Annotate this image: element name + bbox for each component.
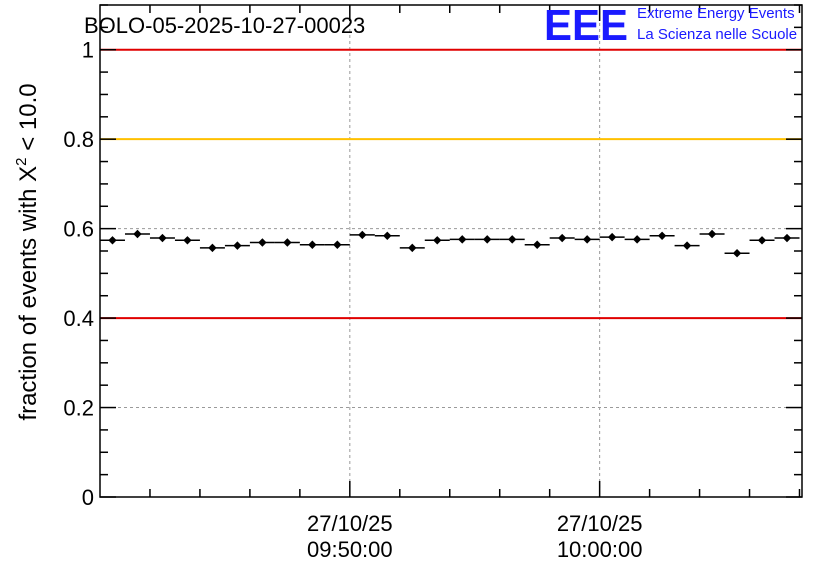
point-marker xyxy=(732,249,742,258)
data-point xyxy=(199,243,225,253)
data-point xyxy=(374,231,400,240)
y-tick-label: 0.6 xyxy=(63,217,94,242)
logo-letters: EEE xyxy=(544,1,628,50)
data-point xyxy=(149,233,175,243)
data-point xyxy=(699,229,725,239)
reference-lines xyxy=(100,48,802,320)
y-tick-label: 0.4 xyxy=(63,306,94,331)
x-tick-label-date: 27/10/25 xyxy=(307,511,393,536)
eee-logo: EEE Extreme Energy Events La Scienza nel… xyxy=(544,1,797,50)
data-point xyxy=(249,238,275,247)
data-point xyxy=(624,235,650,244)
point-marker xyxy=(233,241,242,250)
point-marker xyxy=(283,238,292,247)
point-marker xyxy=(308,240,317,249)
point-marker xyxy=(682,241,692,250)
y-tick-label: 1 xyxy=(82,38,94,63)
plot-frame xyxy=(99,4,803,498)
data-point xyxy=(174,236,200,245)
x-tick-label-time: 09:50:00 xyxy=(307,537,393,562)
data-point xyxy=(599,232,625,242)
data-point xyxy=(499,235,525,244)
data-points xyxy=(100,229,800,258)
plot-border xyxy=(99,4,803,498)
y-axis-label: fraction of events with X2 < 10.0 xyxy=(13,83,42,420)
x-tick-label-time: 10:00:00 xyxy=(557,537,643,562)
point-marker xyxy=(208,243,217,253)
x-tick-label-date: 27/10/25 xyxy=(557,511,643,536)
point-marker xyxy=(408,243,417,253)
data-point xyxy=(549,233,575,243)
data-point xyxy=(649,231,675,240)
data-point xyxy=(274,238,300,247)
point-marker xyxy=(532,240,542,249)
data-point xyxy=(100,236,125,245)
point-marker xyxy=(383,231,392,240)
data-point xyxy=(324,240,350,249)
point-marker xyxy=(158,233,167,243)
data-point xyxy=(724,249,750,258)
data-point xyxy=(224,241,250,250)
point-marker xyxy=(557,233,567,243)
y-tick-label: 0.8 xyxy=(63,127,94,152)
point-marker xyxy=(483,235,492,244)
y-axis-label-suffix: < 10.0 xyxy=(15,83,42,157)
data-point xyxy=(574,235,600,244)
point-marker xyxy=(607,232,617,242)
data-point xyxy=(774,233,800,243)
y-tick-label: 0.2 xyxy=(63,396,94,421)
point-marker xyxy=(258,238,267,247)
point-marker xyxy=(657,231,667,240)
point-marker xyxy=(108,236,117,245)
logo-line-1: Extreme Energy Events xyxy=(637,5,795,22)
y-axis-label-prefix: fraction of events with xyxy=(15,182,42,421)
point-marker xyxy=(757,236,767,245)
y-tick-label: 0 xyxy=(82,485,94,510)
point-marker xyxy=(133,229,142,239)
point-marker xyxy=(582,235,592,244)
logo-line-2: La Scienza nelle Scuole xyxy=(637,26,797,43)
data-point xyxy=(399,243,425,253)
point-marker xyxy=(183,236,192,245)
data-point xyxy=(524,240,550,249)
data-point xyxy=(449,235,475,244)
data-point xyxy=(349,230,375,240)
y-axis-label-superscript: 2 xyxy=(13,157,30,165)
data-point xyxy=(674,241,700,250)
data-point xyxy=(424,236,450,245)
point-marker xyxy=(433,236,442,245)
data-point xyxy=(299,240,325,249)
data-point xyxy=(749,236,775,245)
data-point xyxy=(474,235,500,244)
point-marker xyxy=(458,235,467,244)
data-point xyxy=(124,229,150,239)
point-marker xyxy=(707,229,717,239)
point-marker xyxy=(632,235,642,244)
point-marker xyxy=(782,233,792,243)
y-axis-ticks: 0 0.2 0.4 0.6 0.8 1 xyxy=(63,4,802,510)
y-axis-label-symbol: X xyxy=(15,166,42,182)
point-marker xyxy=(508,235,517,244)
point-marker xyxy=(333,240,342,249)
chart-title: BOLO-05-2025-10-27-00023 xyxy=(84,13,365,38)
point-marker xyxy=(358,230,367,240)
grid-lines xyxy=(100,5,802,497)
